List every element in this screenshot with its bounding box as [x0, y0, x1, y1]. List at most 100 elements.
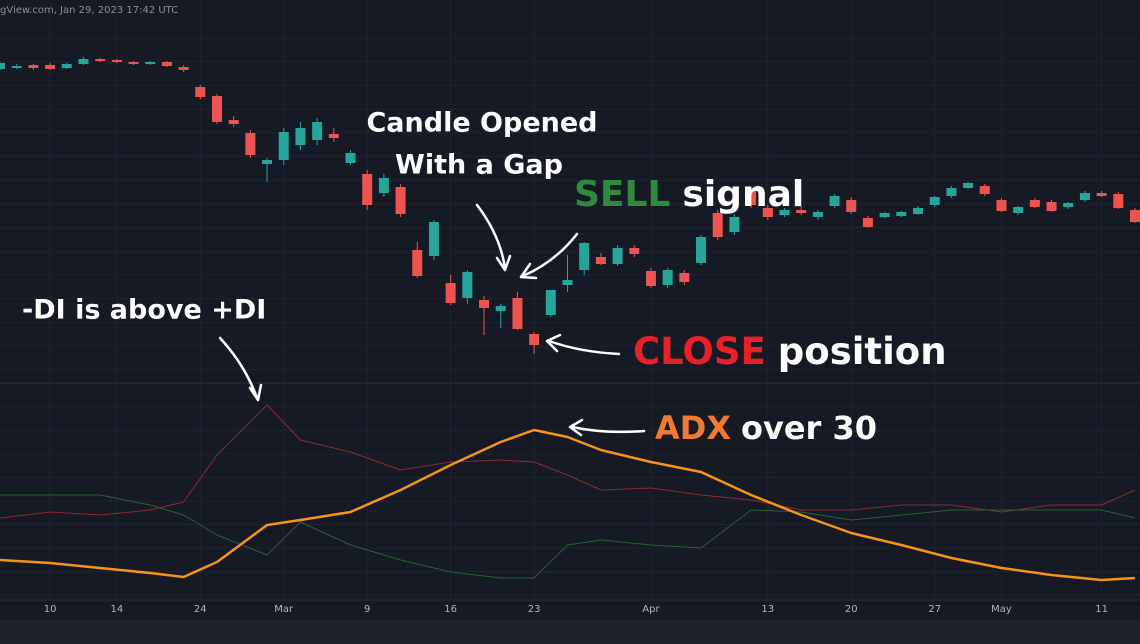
- candle-body: [479, 300, 490, 308]
- candle-body: [612, 248, 623, 264]
- candle-body: [462, 272, 473, 298]
- candle-body: [211, 96, 222, 122]
- candle-body: [1013, 207, 1024, 213]
- candle-body: [95, 59, 106, 61]
- candle-body: [378, 178, 389, 193]
- candle-body: [946, 188, 957, 196]
- candle-body: [412, 250, 423, 276]
- candle-body: [1113, 194, 1124, 208]
- annotations: Candle Opened With a Gap SELL signal CLOS…: [22, 108, 947, 448]
- plot: 10 14 24 Mar 9 16 23 Apr 13 20 27 May 11: [0, 57, 1140, 615]
- candle-body: [362, 174, 373, 205]
- x-tick-label: 24: [194, 604, 207, 615]
- candle-body: [629, 248, 640, 254]
- arrow: [475, 203, 512, 272]
- candle-body: [445, 283, 456, 303]
- candle-body: [562, 280, 573, 285]
- time-axis: [0, 600, 1140, 620]
- sell-word: SELL: [574, 174, 670, 215]
- candle-body: [1046, 202, 1057, 211]
- close-word: CLOSE: [633, 330, 766, 373]
- candle-body: [595, 257, 606, 264]
- indicator-line: [0, 404, 1136, 519]
- candle-body: [428, 222, 439, 256]
- candle-body: [328, 134, 339, 138]
- candle-body: [1129, 210, 1140, 222]
- candle-body: [579, 243, 590, 270]
- candle-body: [345, 153, 356, 163]
- source-label: gView.com, Jan 29, 2023 17:42 UTC: [0, 5, 178, 16]
- di-annotation: -DI is above +DI: [22, 295, 266, 326]
- candle-body: [0, 63, 5, 69]
- candle-body: [913, 208, 924, 214]
- x-tick-label: Mar: [274, 604, 294, 615]
- candle-body: [762, 208, 773, 217]
- candle-body: [1079, 193, 1090, 200]
- arrow: [568, 418, 646, 437]
- arrow: [218, 336, 263, 402]
- candle-body: [78, 59, 89, 64]
- candle-body: [11, 66, 22, 68]
- adx-rest: over 30: [741, 409, 877, 447]
- gap-line-2: With a Gap: [395, 150, 563, 181]
- x-tick-label: 16: [444, 604, 457, 615]
- candle-body: [262, 160, 273, 164]
- candle-body: [812, 212, 823, 217]
- candle-body: [245, 133, 256, 155]
- bottom-toolbar: [0, 620, 1140, 644]
- candle-body: [61, 64, 72, 68]
- x-tick-label: 20: [845, 604, 858, 615]
- candle-body: [662, 270, 673, 285]
- x-tick-label: 27: [928, 604, 941, 615]
- candle-body: [278, 132, 289, 160]
- candle-body: [161, 62, 172, 66]
- x-tick-label: Apr: [642, 604, 660, 615]
- x-tick-label: 13: [761, 604, 774, 615]
- close-rest: position: [778, 330, 947, 373]
- candle-body: [228, 120, 239, 124]
- candle-body: [545, 290, 556, 315]
- indicator-line: [0, 494, 1136, 579]
- candle-body: [1029, 200, 1040, 207]
- candle-body: [779, 210, 790, 215]
- candle-body: [679, 273, 690, 282]
- candle-body: [178, 67, 189, 70]
- candle-body: [512, 298, 523, 329]
- candle-body: [1096, 193, 1107, 196]
- close-annotation: CLOSE position: [633, 330, 947, 373]
- adx-word: ADX: [655, 409, 731, 447]
- gap-line-1: Candle Opened: [366, 108, 597, 139]
- candle-body: [128, 62, 139, 64]
- candle-body: [45, 65, 56, 69]
- sell-annotation: SELL signal: [574, 174, 804, 215]
- candle-body: [111, 60, 122, 62]
- candle-body: [1063, 203, 1074, 207]
- candle-body: [495, 306, 506, 311]
- indicator-line: [0, 428, 1136, 582]
- x-tick-label: 14: [110, 604, 123, 615]
- arrow: [545, 333, 621, 356]
- candle-body: [295, 128, 306, 145]
- candle-body: [879, 213, 890, 217]
- adx-annotation: ADX over 30: [655, 409, 877, 447]
- candle-body: [862, 218, 873, 227]
- x-tick-label: May: [991, 604, 1012, 615]
- candle-body: [696, 237, 707, 263]
- candle-body: [979, 186, 990, 194]
- arrow: [519, 232, 579, 280]
- x-tick-label: 9: [364, 604, 370, 615]
- candle-body: [645, 271, 656, 286]
- candle-body: [28, 65, 39, 68]
- candle-body: [829, 196, 840, 206]
- x-tick-label: 10: [44, 604, 57, 615]
- x-tick-label: 11: [1095, 604, 1108, 615]
- candle-body: [896, 212, 907, 216]
- candle-body: [729, 217, 740, 232]
- candle-body: [529, 334, 540, 345]
- candle-body: [963, 183, 974, 188]
- candle-body: [996, 200, 1007, 211]
- x-tick-label: 23: [528, 604, 541, 615]
- grid: [0, 0, 1140, 600]
- candle-body: [395, 187, 406, 214]
- sell-rest: signal: [682, 174, 804, 215]
